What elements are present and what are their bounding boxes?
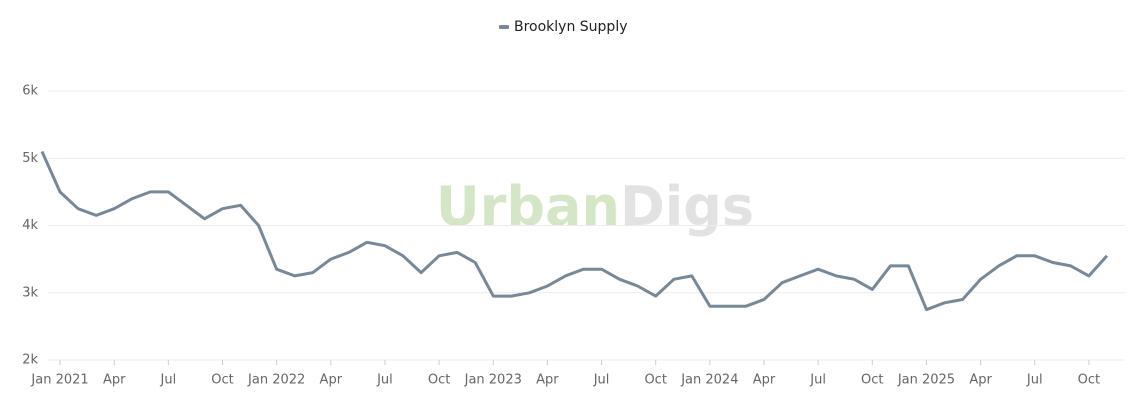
watermark-part: Digs: [620, 175, 754, 238]
x-tick-label: Jul: [593, 373, 610, 388]
x-tick-label: Apr: [320, 373, 343, 388]
series-line: [40, 150, 1109, 312]
y-tick-label: 5k: [22, 151, 38, 166]
x-tick-label: Apr: [753, 373, 776, 388]
x-tick-label: Jul: [809, 373, 826, 388]
x-tick-label: Oct: [1078, 373, 1100, 388]
y-tick-label: 6k: [22, 84, 38, 99]
x-tick-label: Oct: [428, 373, 450, 388]
x-tick-label: Oct: [644, 373, 666, 388]
x-tick-label: Jan 2021: [30, 373, 88, 388]
x-tick-label: Jul: [1026, 373, 1043, 388]
legend-item: Brooklyn Supply: [499, 19, 628, 35]
x-tick-label: Jan 2023: [464, 373, 522, 388]
watermark: UrbanDigs: [436, 175, 754, 238]
legend-swatch: [499, 25, 509, 29]
x-tick-label: Jul: [160, 373, 177, 388]
watermark-part: Urban: [436, 175, 620, 238]
x-tick-label: Oct: [861, 373, 883, 388]
x-tick-label: Apr: [536, 373, 559, 388]
x-tick-label: Apr: [969, 373, 992, 388]
y-tick-label: 3k: [22, 285, 38, 300]
x-tick-label: Jan 2024: [680, 373, 738, 388]
x-tick-label: Jan 2022: [247, 373, 305, 388]
x-tick-label: Jul: [376, 373, 393, 388]
x-tick-label: Apr: [103, 373, 126, 388]
x-tick-label: Jan 2025: [897, 373, 955, 388]
y-tick-label: 4k: [22, 218, 38, 233]
y-tick-label: 2k: [22, 353, 38, 368]
legend-label: Brooklyn Supply: [514, 19, 628, 35]
x-tick-label: Oct: [211, 373, 233, 388]
